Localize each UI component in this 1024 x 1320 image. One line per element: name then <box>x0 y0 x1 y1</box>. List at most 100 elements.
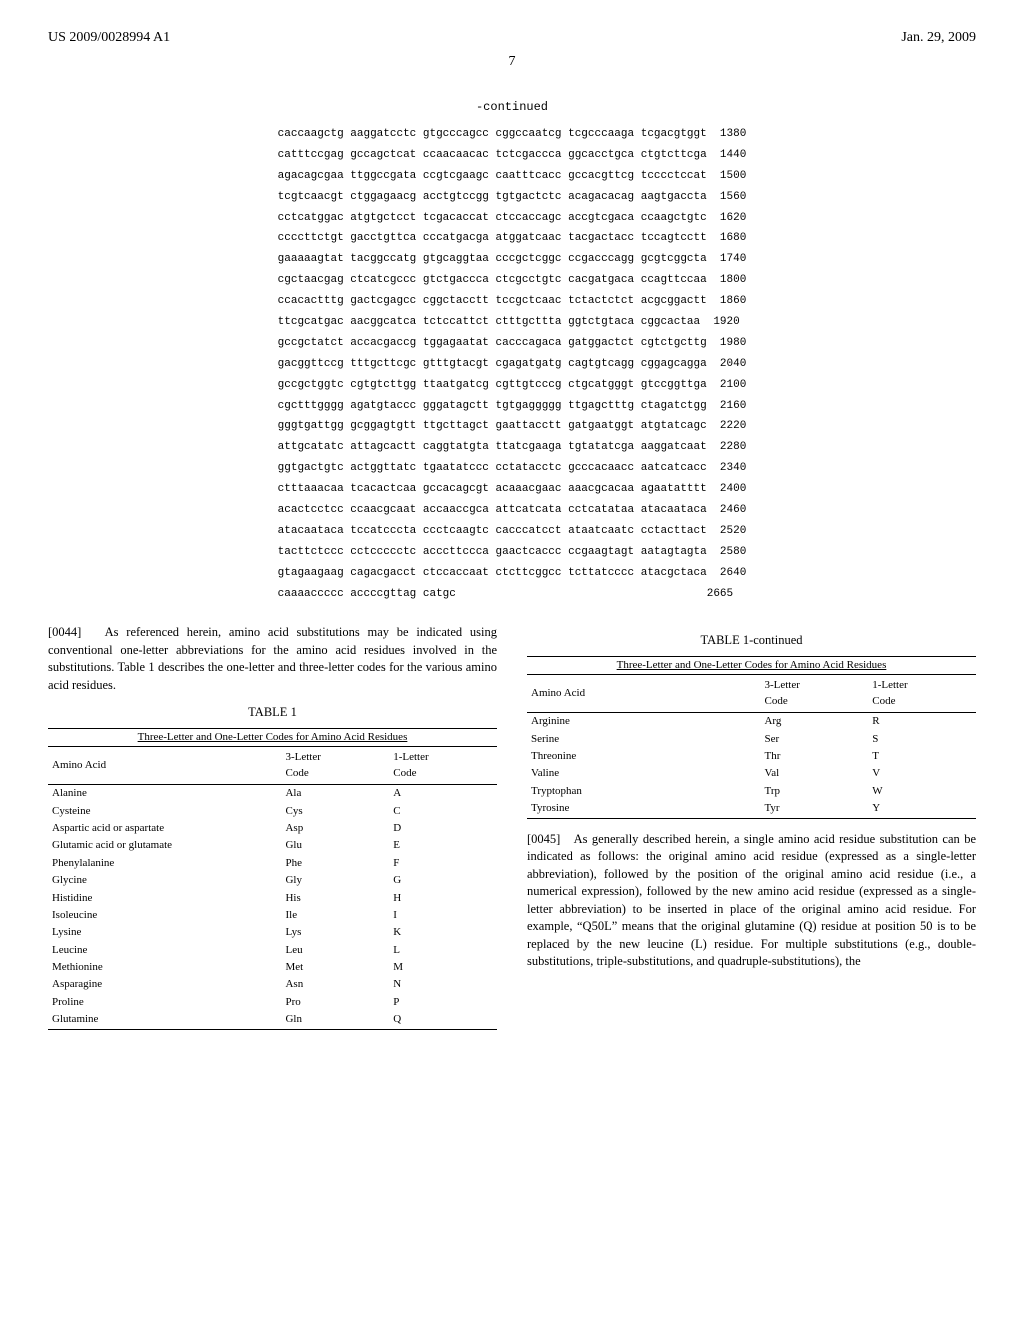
table-cell: Pro <box>281 994 389 1011</box>
table-cell: Thr <box>760 748 868 765</box>
page-header: US 2009/0028994 A1 Jan. 29, 2009 <box>48 30 976 46</box>
table-cell: Tryptophan <box>527 783 760 800</box>
table-cell: Leu <box>281 942 389 959</box>
table-cell: Cys <box>281 803 389 820</box>
table-row: IsoleucineIleI <box>48 907 497 924</box>
table-cell: Asp <box>281 820 389 837</box>
table-row: LysineLysK <box>48 924 497 941</box>
para-text-45: As generally described herein, a single … <box>527 832 976 969</box>
table-cell: Met <box>281 959 389 976</box>
table-cell: Isoleucine <box>48 907 281 924</box>
table-cell: R <box>868 713 976 731</box>
right-column: TABLE 1-continued Three-Letter and One-L… <box>527 624 976 1029</box>
table-row: Glutamic acid or glutamateGluE <box>48 837 497 854</box>
table-cell: P <box>389 994 497 1011</box>
para-num: [0044] <box>48 625 81 639</box>
table-cell: S <box>868 731 976 748</box>
table-row: Aspartic acid or aspartateAspD <box>48 820 497 837</box>
table-row: ArginineArgR <box>527 713 976 731</box>
table-cell: Lysine <box>48 924 281 941</box>
table-cell: D <box>389 820 497 837</box>
table-cell: Val <box>760 765 868 782</box>
sequence-continued-label: -continued <box>48 100 976 114</box>
table-cell: T <box>868 748 976 765</box>
table1-title: TABLE 1 <box>48 704 497 722</box>
table-row: ValineValV <box>527 765 976 782</box>
table-cell: F <box>389 855 497 872</box>
th-3letter-r: 3-Letter Code <box>760 675 868 713</box>
table-cell: Phe <box>281 855 389 872</box>
th-1letter: 1-Letter Code <box>389 747 497 785</box>
table-cell: Valine <box>527 765 760 782</box>
table-row: AsparagineAsnN <box>48 976 497 993</box>
table-row: HistidineHisH <box>48 890 497 907</box>
table-cell: Asparagine <box>48 976 281 993</box>
table-cell: Methionine <box>48 959 281 976</box>
table-cell: Alanine <box>48 785 281 803</box>
table-cell: C <box>389 803 497 820</box>
th-amino: Amino Acid <box>48 747 281 785</box>
table-cell: E <box>389 837 497 854</box>
th-1letter-r: 1-Letter Code <box>868 675 976 713</box>
table-cell: I <box>389 907 497 924</box>
table1-left: Three-Letter and One-Letter Codes for Am… <box>48 728 497 1030</box>
paragraph-44: [0044] As referenced herein, amino acid … <box>48 624 497 694</box>
table-cell: Q <box>389 1011 497 1029</box>
table-cell: N <box>389 976 497 993</box>
table-cell: Ser <box>760 731 868 748</box>
table1-subtitle-r: Three-Letter and One-Letter Codes for Am… <box>527 656 976 674</box>
table-row: ThreonineThrT <box>527 748 976 765</box>
th-1letter-text-r: 1-Letter Code <box>872 679 907 706</box>
table-cell: Tyrosine <box>527 800 760 818</box>
table-row: TryptophanTrpW <box>527 783 976 800</box>
table-row: SerineSerS <box>527 731 976 748</box>
table-cell: Glu <box>281 837 389 854</box>
table-cell: Cysteine <box>48 803 281 820</box>
table-cell: K <box>389 924 497 941</box>
table-cell: Glycine <box>48 872 281 889</box>
table-cell: Gln <box>281 1011 389 1029</box>
th-3letter: 3-Letter Code <box>281 747 389 785</box>
patent-number: US 2009/0028994 A1 <box>48 30 170 46</box>
page-number: 7 <box>48 54 976 70</box>
table-cell: Aspartic acid or aspartate <box>48 820 281 837</box>
table-cell: A <box>389 785 497 803</box>
table-cell: Arg <box>760 713 868 731</box>
th-1letter-text: 1-Letter Code <box>393 751 428 778</box>
paragraph-45: [0045] As generally described herein, a … <box>527 831 976 971</box>
table-cell: Arginine <box>527 713 760 731</box>
th-amino-r: Amino Acid <box>527 675 760 713</box>
table-cell: H <box>389 890 497 907</box>
table-cell: Proline <box>48 994 281 1011</box>
table-cell: Ala <box>281 785 389 803</box>
table-cell: M <box>389 959 497 976</box>
table-row: ProlineProP <box>48 994 497 1011</box>
table-cell: G <box>389 872 497 889</box>
table-cell: Gly <box>281 872 389 889</box>
sequence-block: caccaagctg aaggatcctc gtgcccagcc cggccaa… <box>278 124 747 604</box>
two-column-layout: [0044] As referenced herein, amino acid … <box>48 624 976 1029</box>
table-row: GlutamineGlnQ <box>48 1011 497 1029</box>
table-cell: Serine <box>527 731 760 748</box>
table-cell: Histidine <box>48 890 281 907</box>
table-cell: Trp <box>760 783 868 800</box>
table1-subtitle: Three-Letter and One-Letter Codes for Am… <box>48 728 497 746</box>
table-row: TyrosineTyrY <box>527 800 976 818</box>
table-cell: Y <box>868 800 976 818</box>
table-cell: His <box>281 890 389 907</box>
th-3letter-text-r: 3-Letter Code <box>764 679 799 706</box>
left-column: [0044] As referenced herein, amino acid … <box>48 624 497 1029</box>
para-num-45: [0045] <box>527 832 560 846</box>
table1-right: Three-Letter and One-Letter Codes for Am… <box>527 656 976 819</box>
table-row: GlycineGlyG <box>48 872 497 889</box>
table-cell: V <box>868 765 976 782</box>
table-cell: Glutamine <box>48 1011 281 1029</box>
table-row: CysteineCysC <box>48 803 497 820</box>
patent-date: Jan. 29, 2009 <box>901 30 976 46</box>
para-text: As referenced herein, amino acid substit… <box>48 625 497 692</box>
table-cell: Tyr <box>760 800 868 818</box>
table-cell: Glutamic acid or glutamate <box>48 837 281 854</box>
table-row: MethionineMetM <box>48 959 497 976</box>
table-row: LeucineLeuL <box>48 942 497 959</box>
table-cell: Asn <box>281 976 389 993</box>
